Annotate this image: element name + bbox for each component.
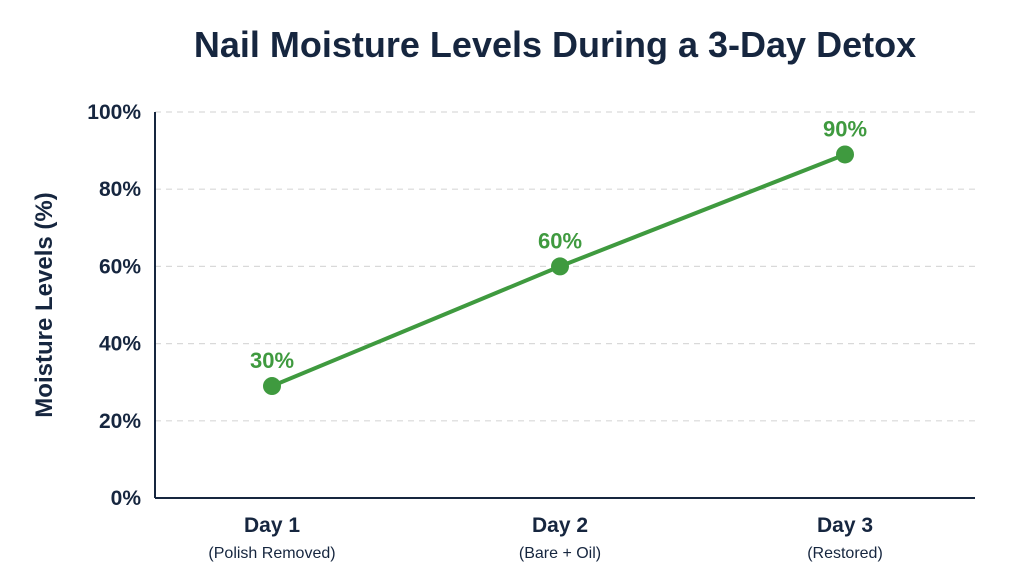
y-tick-label: 80% [99, 178, 141, 201]
series: 30% 60% 90% [250, 116, 867, 396]
data-label: 30% [250, 348, 294, 373]
data-point [263, 377, 281, 396]
axes [154, 112, 975, 499]
x-tick-label: Day 2 [532, 514, 588, 537]
y-tick-label: 0% [111, 487, 142, 510]
data-point [836, 145, 854, 164]
chart-title: Nail Moisture Levels During a 3-Day Deto… [194, 24, 916, 65]
y-tick-label: 100% [87, 101, 141, 124]
x-tick-sublabel: (Polish Removed) [208, 545, 335, 562]
x-tick-label: Day 3 [817, 514, 873, 537]
x-tick-sublabel: (Bare + Oil) [519, 545, 601, 562]
y-tick-label: 40% [99, 333, 141, 356]
y-tick-label: 20% [99, 410, 141, 433]
data-point [551, 257, 569, 276]
x-tick-label: Day 1 [244, 514, 300, 537]
data-label: 90% [823, 116, 867, 141]
x-tick-sublabel: (Restored) [807, 545, 883, 562]
x-tick-labels: Day 1 (Polish Removed) Day 2 (Bare + Oil) Da… [208, 514, 882, 562]
y-tick-labels: 0% 20% 40% 60% 80% 100% [87, 101, 141, 510]
y-tick-label: 60% [99, 255, 141, 278]
y-axis-label: Moisture Levels (%) [31, 192, 58, 417]
data-label: 60% [538, 228, 582, 253]
